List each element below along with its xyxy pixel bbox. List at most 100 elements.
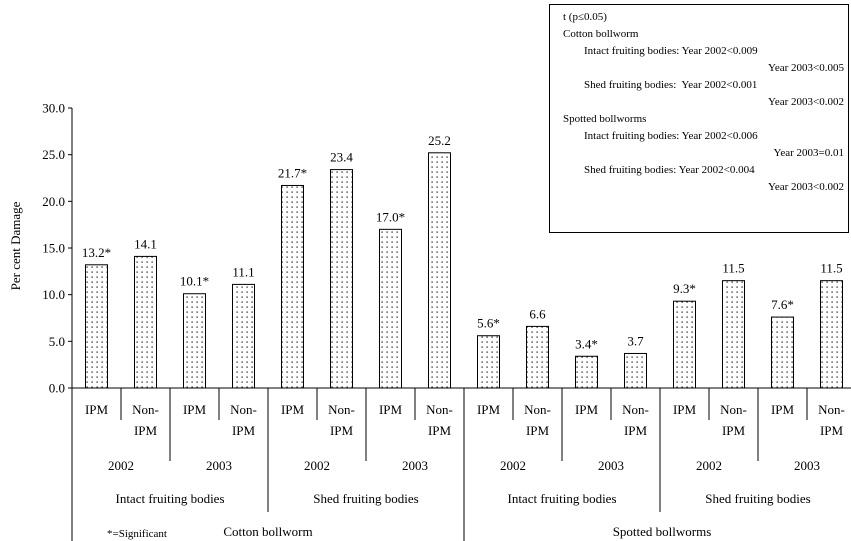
pest-label: Cotton bollworm [223,524,312,539]
year-label: 2003 [598,458,624,473]
part-label: Intact fruiting bodies [115,491,224,506]
stats-cotton-intact: Intact fruiting bodies: Year 2002<0.009 [550,43,848,60]
y-tick-label: 15.0 [42,241,65,256]
treatment-label: IPM [134,423,158,438]
stats-part-label: Shed fruiting bodies: [584,164,677,176]
stats-title: t (p≤0.05) [563,11,607,23]
treatment-label: IPM [85,402,109,417]
stats-pest-cotton: Cotton bollworm [563,28,639,40]
bar [624,352,647,389]
bar-value-label: 25.2 [428,133,451,148]
part-label: Shed fruiting bodies [313,491,418,506]
bar [134,255,157,389]
stats-year-2002: Year 2002<0.004 [678,164,755,176]
y-tick-label: 10.0 [42,287,65,302]
bar-value-label: 3.4* [575,336,598,351]
bar [575,355,598,389]
bar-value-label: 5.6* [477,316,500,331]
y-ticks: 0.0 5.0 10.0 15.0 20.0 25.0 30.0 [42,101,72,396]
treatment-label: Non- [622,402,649,417]
bar [722,280,745,389]
bar-value-label: 17.0* [376,209,405,224]
treatment-label: IPM [722,423,746,438]
year-label: 2002 [304,458,330,473]
treatment-label: IPM [575,402,599,417]
y-tick-label: 20.0 [42,194,65,209]
bar-value-label: 13.2* [82,245,111,260]
stats-year-2002: Year 2002<0.009 [681,45,758,57]
stats-year-2003: Year 2003<0.002 [768,181,844,193]
part-label: Intact fruiting bodies [507,491,616,506]
footnote: *=Significant [107,528,167,540]
stats-year-2003: Year 2003<0.005 [768,62,844,74]
bar [379,228,402,389]
stats-year-2003: Year 2003=0.01 [773,147,844,159]
bar [820,280,843,389]
year-label: 2003 [402,458,428,473]
treatment-label: Non- [230,402,257,417]
bar-value-label: 9.3* [673,281,696,296]
year-label: 2003 [794,458,820,473]
bar-value-label: 6.6 [529,306,546,321]
treatment-label: Non- [132,402,159,417]
year-label: 2002 [696,458,722,473]
bar [85,264,108,389]
treatment-label: Non- [524,402,551,417]
pest-label: Spotted bollworms [613,524,712,539]
treatment-label: IPM [526,423,550,438]
part-label: Shed fruiting bodies [705,491,810,506]
treatment-label: IPM [624,423,648,438]
bar [330,169,353,389]
treatment-label: IPM [281,402,305,417]
bar-value-label: 11.5 [722,261,744,276]
treatment-label: IPM [379,402,403,417]
bar [281,184,304,389]
treatment-label: IPM [232,423,256,438]
bar-value-label: 7.6* [771,297,794,312]
stats-part-label: Intact fruiting bodies: [584,45,680,57]
treatment-label: Non- [328,402,355,417]
bar [526,325,549,389]
bar-value-label: 14.1 [134,236,157,251]
bar-value-label: 23.4 [330,150,353,165]
category-labels: IPM Non- IPM IPM Non- IPM IPM Non- IPM IPM Non- IPM… [71,388,845,541]
bar-value-label: 11.5 [820,261,842,276]
bars: 13.2* 14.1 10.1* 11.1 21.7* 23.4 17.0* 25.2 5.6*… [82,133,843,389]
treatment-label: Non- [426,402,453,417]
treatment-label: IPM [183,402,207,417]
treatment-label: Non- [818,402,845,417]
stats-cotton-shed: Shed fruiting bodies: Year 2002<0.001 [550,77,848,94]
bar-value-label: 10.1* [180,274,209,289]
year-label: 2003 [206,458,232,473]
bar [183,293,206,389]
treatment-label: Non- [720,402,747,417]
bar [232,283,255,389]
y-tick-label: 0.0 [49,381,65,396]
stats-year-2003: Year 2003<0.002 [768,96,844,108]
statistics-box: t (p≤0.05) Cotton bollworm Intact fruiti… [549,4,849,233]
bar-value-label: 11.1 [232,264,254,279]
year-label: 2002 [108,458,134,473]
y-tick-label: 30.0 [42,101,65,116]
treatment-label: IPM [820,423,844,438]
bar-value-label: 3.7 [627,333,644,348]
stats-part-label: Shed fruiting bodies: [584,79,677,91]
stats-spotted-intact: Intact fruiting bodies: Year 2002<0.006 [550,128,848,145]
bar-value-label: 21.7* [278,165,307,180]
stats-spotted-shed: Shed fruiting bodies: Year 2002<0.004 [550,162,848,179]
stats-year-2002: Year 2002<0.001 [681,79,758,91]
bar [477,335,500,389]
y-axis-label: Per cent Damage [8,201,23,290]
treatment-label: IPM [771,402,795,417]
year-label: 2002 [500,458,526,473]
treatment-label: IPM [673,402,697,417]
bar [428,152,451,389]
treatment-label: IPM [428,423,452,438]
treatment-label: IPM [477,402,501,417]
stats-pest-spotted: Spotted bollworms [563,113,647,125]
bar [771,316,794,389]
y-tick-label: 25.0 [42,147,65,162]
stats-part-label: Intact fruiting bodies: [584,130,680,142]
bar [673,300,696,389]
